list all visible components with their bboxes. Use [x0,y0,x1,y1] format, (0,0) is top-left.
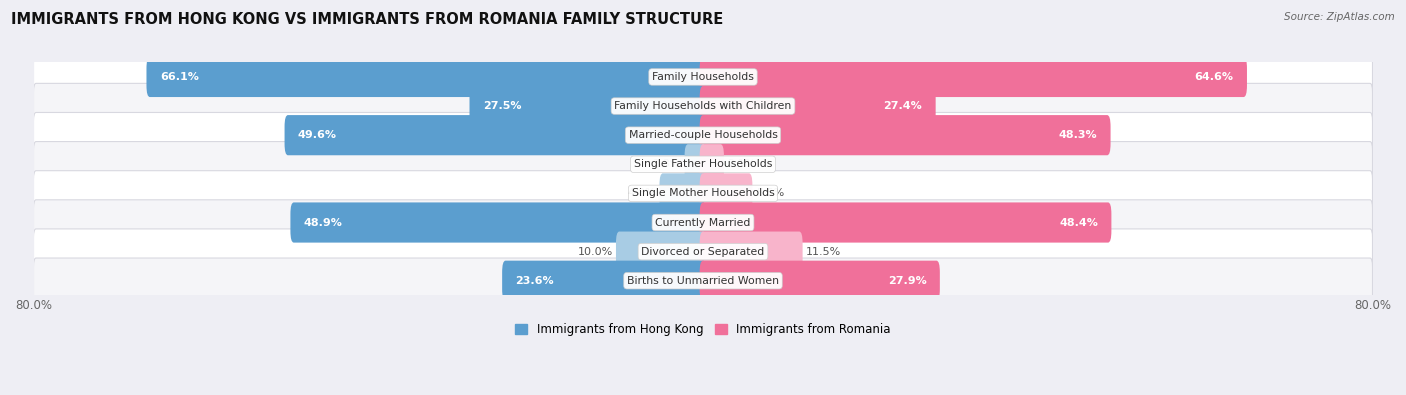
FancyBboxPatch shape [700,173,752,213]
Text: Divorced or Separated: Divorced or Separated [641,246,765,257]
Text: 49.6%: 49.6% [298,130,337,140]
FancyBboxPatch shape [34,54,1372,100]
Text: 48.3%: 48.3% [1059,130,1097,140]
Text: Source: ZipAtlas.com: Source: ZipAtlas.com [1284,12,1395,22]
FancyBboxPatch shape [700,57,1247,97]
Legend: Immigrants from Hong Kong, Immigrants from Romania: Immigrants from Hong Kong, Immigrants fr… [510,318,896,340]
Text: 48.4%: 48.4% [1059,218,1098,228]
FancyBboxPatch shape [146,57,706,97]
Text: IMMIGRANTS FROM HONG KONG VS IMMIGRANTS FROM ROMANIA FAMILY STRUCTURE: IMMIGRANTS FROM HONG KONG VS IMMIGRANTS … [11,12,724,27]
Text: 2.1%: 2.1% [727,159,755,169]
FancyBboxPatch shape [700,231,803,272]
Text: 64.6%: 64.6% [1195,72,1233,82]
Text: 66.1%: 66.1% [160,72,198,82]
FancyBboxPatch shape [284,115,706,155]
FancyBboxPatch shape [700,202,1111,243]
FancyBboxPatch shape [470,86,706,126]
FancyBboxPatch shape [34,258,1372,303]
FancyBboxPatch shape [616,231,706,272]
FancyBboxPatch shape [34,83,1372,129]
Text: Family Households with Children: Family Households with Children [614,101,792,111]
Text: 1.8%: 1.8% [652,159,682,169]
FancyBboxPatch shape [700,261,939,301]
FancyBboxPatch shape [34,141,1372,187]
Text: Married-couple Households: Married-couple Households [628,130,778,140]
FancyBboxPatch shape [700,115,1111,155]
FancyBboxPatch shape [700,144,724,184]
Text: 4.8%: 4.8% [627,188,657,198]
Text: Single Father Households: Single Father Households [634,159,772,169]
FancyBboxPatch shape [685,144,706,184]
FancyBboxPatch shape [659,173,706,213]
FancyBboxPatch shape [34,113,1372,158]
Text: 10.0%: 10.0% [578,246,613,257]
Text: Currently Married: Currently Married [655,218,751,228]
Text: Births to Unmarried Women: Births to Unmarried Women [627,276,779,286]
FancyBboxPatch shape [291,202,706,243]
FancyBboxPatch shape [502,261,706,301]
FancyBboxPatch shape [34,171,1372,216]
FancyBboxPatch shape [34,229,1372,275]
Text: 27.5%: 27.5% [482,101,522,111]
Text: 11.5%: 11.5% [806,246,841,257]
Text: 5.5%: 5.5% [755,188,785,198]
Text: Single Mother Households: Single Mother Households [631,188,775,198]
FancyBboxPatch shape [34,200,1372,245]
Text: 27.9%: 27.9% [887,276,927,286]
Text: Family Households: Family Households [652,72,754,82]
Text: 23.6%: 23.6% [516,276,554,286]
Text: 48.9%: 48.9% [304,218,343,228]
FancyBboxPatch shape [700,86,935,126]
Text: 27.4%: 27.4% [883,101,922,111]
